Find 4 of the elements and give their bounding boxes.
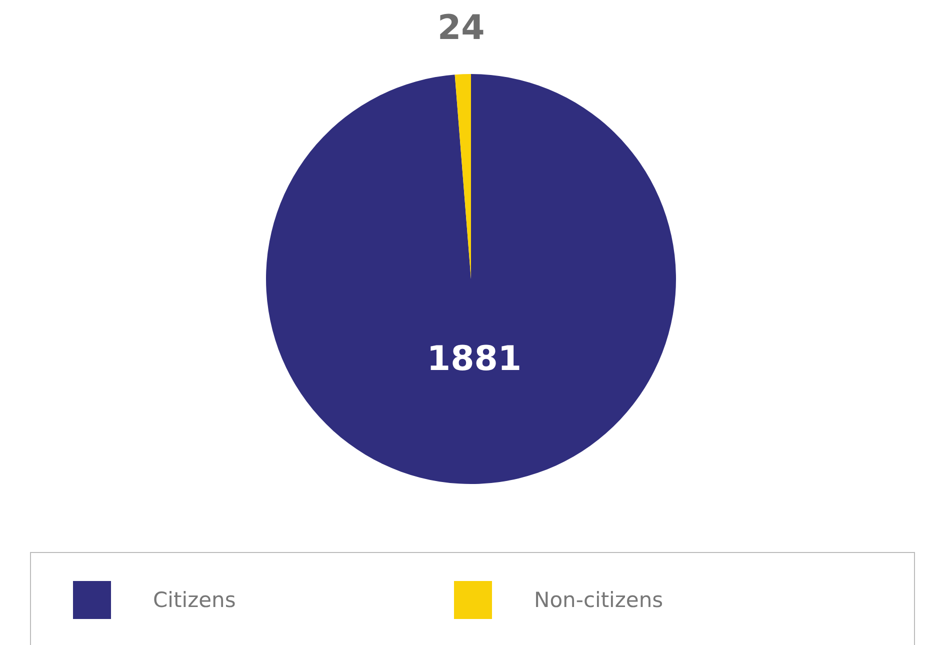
data-label: 24 — [437, 8, 485, 48]
legend-label: Non-citizens — [534, 588, 664, 612]
legend-label: Citizens — [153, 588, 236, 612]
data-label: 1881 — [426, 338, 522, 379]
